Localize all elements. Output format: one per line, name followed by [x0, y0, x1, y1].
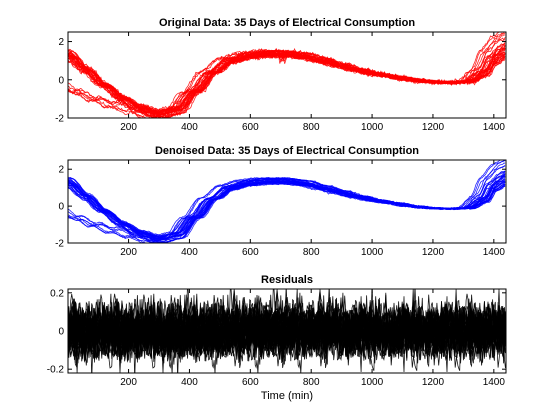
- x-tick-label: 1400: [483, 247, 506, 258]
- series-line-31: [68, 38, 506, 118]
- x-tick-label: 400: [181, 122, 198, 133]
- series-line-34: [68, 181, 506, 237]
- original-data-axes: 200 400 600 800 1000 1200 1400 -2 0 2 Original Dat…: [55, 17, 507, 133]
- series-line-35: [68, 298, 506, 364]
- denoised-data-axes: 200 400 600 800 1000 1200 1400 -2 0 2 Denoised Dat…: [55, 145, 507, 258]
- series-line-11: [68, 34, 506, 118]
- series-group: [68, 32, 506, 118]
- axes-frame: [67, 159, 507, 244]
- y-tick-label: 2: [58, 37, 64, 48]
- x-tick-label: 400: [181, 247, 198, 258]
- residuals-axes: 200 400 600 800 1000 1200 1400 -0.2 0 0.2 Residual…: [47, 274, 507, 402]
- y-tick-label: 0: [58, 202, 64, 213]
- y-tick-label: 2: [58, 165, 64, 176]
- x-tick-label: 1000: [361, 247, 384, 258]
- series-line-35: [68, 175, 506, 240]
- y-tick-label: -0.2: [47, 365, 65, 376]
- x-tick-label: 1400: [483, 377, 506, 388]
- x-tick-label: 800: [303, 247, 320, 258]
- series-group: [68, 160, 506, 243]
- x-tick-label: 400: [181, 377, 198, 388]
- x-tick-label: 1200: [422, 247, 445, 258]
- x-tick-label: 800: [303, 122, 320, 133]
- y-tick-label: 0: [58, 327, 64, 338]
- x-tick-label: 200: [120, 122, 137, 133]
- x-tick-label: 600: [242, 122, 259, 133]
- x-tick-label: 1200: [422, 122, 445, 133]
- series-line-35: [68, 48, 506, 116]
- x-tick-label: 1000: [361, 122, 384, 133]
- y-tick-label: 0.2: [50, 288, 64, 299]
- y-tick-label: -2: [55, 114, 64, 125]
- x-tick-label: 200: [120, 247, 137, 258]
- series-line-33: [68, 289, 506, 371]
- chart-title: Denoised Data: 35 Days of Electrical Con…: [155, 145, 419, 157]
- x-tick-label: 200: [120, 377, 137, 388]
- x-tick-label: 1200: [422, 377, 445, 388]
- x-axis-label: Time (min): [261, 390, 313, 402]
- x-tick-label: 600: [242, 377, 259, 388]
- x-tick-label: 1400: [483, 122, 506, 133]
- chart-title: Residuals: [261, 274, 313, 286]
- series-line-34: [68, 52, 506, 113]
- series-line-32: [68, 49, 506, 116]
- series-group: [68, 289, 506, 373]
- x-tick-label: 1000: [361, 377, 384, 388]
- x-tick-label: 800: [303, 377, 320, 388]
- x-tick-label: 600: [242, 247, 259, 258]
- chart-title: Original Data: 35 Days of Electrical Con…: [159, 17, 415, 29]
- series-line-30: [68, 290, 506, 373]
- y-tick-label: -2: [55, 239, 64, 250]
- series-line-31: [68, 297, 506, 363]
- y-tick-label: 0: [58, 75, 64, 86]
- axes-frame: [67, 31, 507, 119]
